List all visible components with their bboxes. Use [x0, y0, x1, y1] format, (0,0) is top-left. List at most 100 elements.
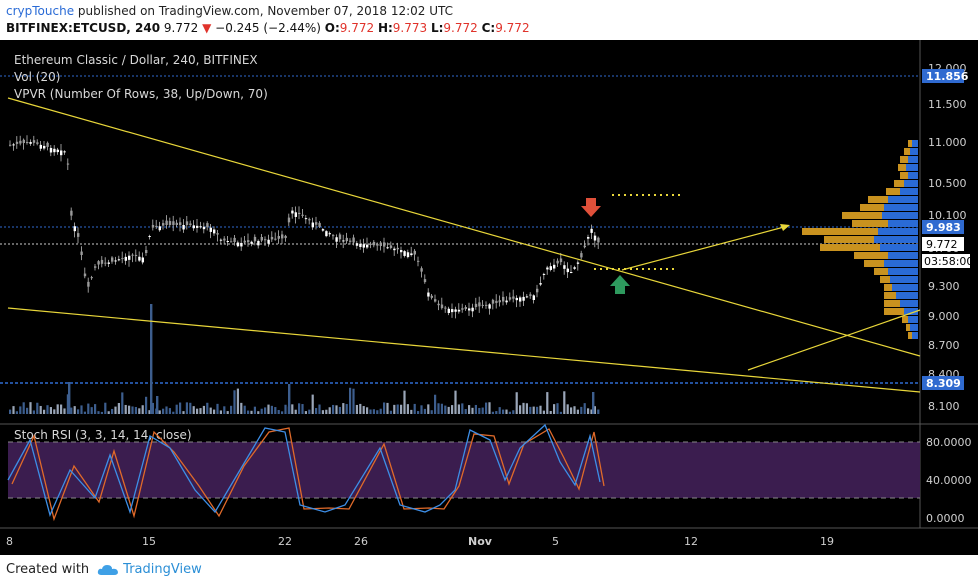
- bar-countdown: 03:58:00: [924, 255, 973, 268]
- candle-body: [573, 267, 576, 269]
- volume-bar: [525, 403, 528, 414]
- arrow-down-icon[interactable]: [581, 198, 601, 217]
- published-text: published on TradingView.com, November 0…: [77, 4, 453, 18]
- volume-bar: [233, 390, 236, 414]
- volume-bar: [546, 392, 549, 414]
- candle-body: [70, 210, 73, 216]
- candle-body: [226, 240, 229, 242]
- volume-bar: [158, 410, 161, 414]
- candle-body: [587, 237, 590, 239]
- candle-body: [400, 250, 403, 253]
- volume-bar: [277, 409, 280, 414]
- candle-body: [461, 308, 464, 310]
- vp-bar-up: [912, 332, 918, 339]
- projection-arrow-line[interactable]: [621, 226, 785, 271]
- vp-bar-down: [894, 180, 904, 187]
- volume-bar: [447, 406, 450, 414]
- close-value: 9.772: [495, 21, 530, 35]
- trendline-projection-lower[interactable]: [747, 309, 921, 371]
- price-tick: 8.100: [928, 400, 960, 413]
- candle-body: [287, 217, 291, 223]
- volume-bar: [512, 410, 515, 414]
- candle-body: [26, 141, 29, 143]
- candle-body: [383, 242, 386, 247]
- volume-bar: [400, 404, 403, 414]
- volume-bar: [481, 407, 484, 414]
- volume-bar: [264, 407, 267, 414]
- volume-bar: [150, 304, 153, 414]
- high-label: H:: [377, 21, 393, 35]
- candle-body: [77, 233, 80, 237]
- volume-bar: [311, 394, 314, 414]
- volume-bar: [583, 403, 586, 414]
- projection-arrowhead-icon: [780, 224, 790, 231]
- chart-canvas[interactable]: Ethereum Classic / Dollar, 240, BITFINEX…: [0, 40, 978, 555]
- candle-body: [124, 256, 127, 261]
- candle-body: [512, 296, 515, 299]
- volume-bar: [94, 404, 97, 414]
- candle-body: [264, 239, 267, 241]
- trendline-lower[interactable]: [7, 307, 921, 393]
- volume-bar: [189, 402, 192, 414]
- candle-body: [471, 307, 474, 312]
- vp-bar-up: [896, 292, 918, 299]
- volume-bar: [165, 406, 168, 414]
- tradingview-brand-link[interactable]: TradingView: [123, 562, 202, 577]
- candle-body: [447, 308, 450, 313]
- candle-body: [386, 247, 389, 249]
- candle-body: [206, 223, 209, 228]
- candle-body: [111, 257, 114, 262]
- volume-bar: [338, 406, 341, 414]
- volume-bar: [66, 394, 69, 414]
- candle-body: [199, 226, 202, 228]
- author-link[interactable]: crypTouche: [6, 4, 75, 18]
- volume-bar: [345, 404, 348, 414]
- candle-body: [128, 255, 131, 260]
- candle-body: [240, 242, 243, 247]
- down-triangle-icon: ▼: [202, 21, 212, 35]
- volume-bar: [420, 405, 423, 414]
- candle-body: [56, 149, 59, 153]
- stoch-tick: 80.0000: [926, 436, 972, 449]
- candle-body: [162, 223, 165, 226]
- candle-body: [546, 267, 549, 270]
- candle-body: [274, 238, 277, 240]
- candle-body: [454, 309, 457, 312]
- time-tick: 19: [820, 535, 834, 548]
- stoch-tick: 40.0000: [926, 474, 972, 487]
- volume-bar: [454, 390, 457, 414]
- volume-bar: [366, 407, 369, 414]
- stoch-legend: Stoch RSI (3, 3, 14, 14, close): [14, 428, 192, 442]
- volume-bar: [206, 402, 209, 414]
- vp-bar-up: [890, 276, 918, 283]
- candle-body: [192, 225, 195, 229]
- candle-body: [464, 306, 467, 310]
- vp-bar-down: [820, 244, 880, 251]
- candle-body: [134, 254, 138, 257]
- vp-bar-up: [908, 172, 918, 179]
- candle-body: [202, 226, 206, 230]
- trendline-upper[interactable]: [7, 97, 921, 357]
- volume-bar: [532, 406, 535, 414]
- vp-bar-up: [910, 148, 918, 155]
- candle-body: [366, 244, 369, 248]
- candle-body: [131, 254, 134, 256]
- volume-bar: [26, 407, 29, 414]
- candle-body: [576, 262, 580, 264]
- candle-body: [219, 239, 223, 241]
- arrow-up-icon[interactable]: [610, 275, 630, 294]
- time-tick: Nov: [468, 535, 493, 548]
- candle-body: [457, 309, 461, 312]
- close-label: C:: [481, 21, 496, 35]
- candle-body: [145, 250, 148, 253]
- candle-body: [338, 234, 342, 240]
- footer: Created with TradingView: [6, 562, 202, 577]
- volume-bar: [451, 405, 454, 414]
- vp-bar-down: [904, 148, 910, 155]
- volume-bar: [304, 411, 307, 414]
- candle-body: [488, 304, 491, 309]
- candle-body: [308, 219, 311, 221]
- candle-body: [179, 222, 182, 225]
- vp-bar-down: [860, 204, 884, 211]
- volume-bar: [406, 404, 409, 414]
